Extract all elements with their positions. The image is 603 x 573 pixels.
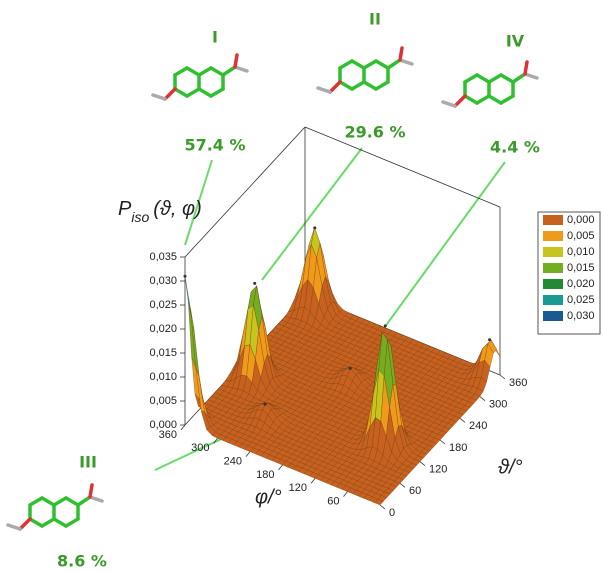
legend-label: 0,015 [567,262,595,274]
y-tick-label: 300 [489,399,507,411]
peak-apex [313,226,317,230]
z-tick-label: 0,020 [149,323,177,335]
molecule-iv [441,60,539,108]
legend: 0,000 0,005 0,010 0,015 0,020 0,025 0,030 [537,211,601,335]
x-tick-label: 240 [224,456,242,468]
legend-label: 0,025 [567,294,595,306]
peak-apex [253,281,257,285]
conformer-percent: 4.4 % [490,138,540,157]
y-tick [479,396,486,401]
legend-label: 0,005 [567,230,595,242]
z-axis-label: Piso (ϑ, φ) [118,198,202,224]
box-edge [184,126,306,258]
y-tick [399,483,406,488]
legend-label: 0,020 [567,278,595,290]
z-label-symbol: P [118,198,132,220]
x-tick-label: 360 [159,429,177,441]
arrow [184,159,213,246]
arrow [261,147,363,281]
peak-apex [383,324,387,328]
z-tick-label: 0,010 [149,371,177,383]
y-tick [419,461,426,466]
conformer-name: III [79,453,97,472]
conformer-name: I [212,28,218,47]
y-tick [499,374,506,380]
x-tick [245,451,251,457]
z-tick-label: 0,030 [149,275,177,287]
legend-label: 0,010 [567,246,595,258]
y-tick [379,504,386,510]
x-tick-label: 120 [289,482,307,494]
z-label-subscript: iso [131,209,149,225]
legend-swatch [543,231,563,241]
legend-swatch [543,215,563,225]
z-tick-label: 0,015 [149,347,177,359]
molecule-iii [6,483,104,531]
plot: 0,000 0,005 0,010 0,015 0,020 0,025 0,030 0,035… [118,126,527,519]
peak-apex [263,402,267,406]
z-tick-label: 0,005 [149,395,177,407]
molecule-ii [316,46,414,94]
y-tick-label: 60 [409,485,421,497]
z-label-args: (ϑ, φ) [153,198,201,220]
legend-swatch [543,247,563,257]
x-tick [213,438,218,444]
y-tick-label: 360 [509,377,527,389]
z-tick-label: 0,035 [149,251,177,263]
x-axis-label: φ/° [255,486,282,508]
surface-cell [374,498,384,506]
box-edge [304,126,501,208]
x-tick [343,491,348,497]
y-tick-label: 0 [389,507,395,519]
z-tick-label: 0,025 [149,299,177,311]
z-tick-label: 0,000 [149,419,177,431]
molecule-i [151,53,249,101]
conformer-percent: 8.6 % [57,552,107,571]
x-tick [180,424,186,431]
x-tick [310,478,316,484]
y-tick [439,439,446,445]
y-axis-label: ϑ/° [498,456,523,478]
conformer-percent: 57.4 % [184,136,245,155]
x-tick-label: 60 [327,496,339,508]
y-tick-label: 240 [469,420,487,432]
y-tick-label: 120 [429,464,447,476]
x-tick-label: 180 [256,469,274,481]
legend-label: 0,030 [567,310,595,322]
y-tick-label: 180 [449,442,467,454]
x-tick-label: 300 [191,442,209,454]
legend-label: 0,000 [567,214,595,226]
legend-swatch [543,279,563,289]
peak-apex [183,274,187,278]
legend-swatch [543,295,563,305]
peak-apex [488,338,492,342]
legend-swatch [543,311,563,321]
peak-apex [348,366,352,370]
conformer-name: IV [506,32,525,51]
conformer-name: II [369,10,381,29]
legend-swatch [543,263,563,273]
y-tick [459,418,466,423]
x-tick [278,464,283,471]
conformer-percent: 29.6 % [344,123,405,142]
